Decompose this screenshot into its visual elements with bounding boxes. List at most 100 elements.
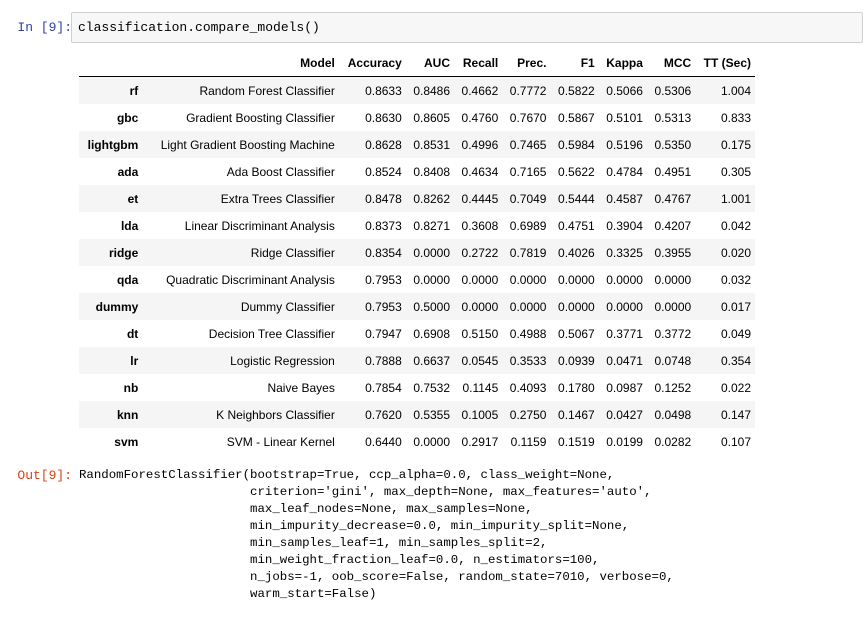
metric-cell: 0.7049 [509, 191, 547, 206]
results-table: Model Accuracy AUC Recall Prec. F1 Kappa MCC TT … [79, 49, 755, 455]
metric-cell: 0.0000 [413, 434, 451, 449]
metric-cell: 0.1780 [558, 380, 595, 395]
model-name-cell: Gradient Boosting Classifier [186, 110, 335, 125]
metric-cell: 0.8486 [413, 83, 451, 98]
metric-cell: 0.7819 [509, 245, 547, 260]
results-table-body: rf Random Forest Classifier 0.8633 0.8486 0.… [79, 76, 755, 455]
column-header: AUC [405, 49, 455, 77]
metric-cell: 0.0000 [413, 245, 451, 260]
metric-cell: 0.3771 [606, 326, 643, 341]
table-row: svm SVM - Linear Kernel 0.6440 0.0000 0.2917… [79, 428, 755, 455]
metric-cell: 0.0000 [606, 299, 643, 314]
metric-cell: 0.3608 [461, 218, 499, 233]
row-index: gbc [116, 110, 139, 125]
metric-cell: 0.1159 [510, 434, 547, 449]
metric-cell: 0.4760 [461, 110, 499, 125]
row-index: lr [130, 353, 139, 368]
metric-cell: 0.0000 [654, 299, 692, 314]
metric-cell: 1.001 [720, 191, 751, 206]
metric-cell: 0.7165 [509, 164, 547, 179]
row-index: svm [114, 434, 139, 449]
metric-cell: 0.5622 [558, 164, 595, 179]
table-row: dummy Dummy Classifier 0.7953 0.5000 0.0000 0… [79, 293, 755, 320]
metric-cell: 0.8262 [413, 191, 451, 206]
metric-cell: 0.6989 [509, 218, 547, 233]
table-row: dt Decision Tree Classifier 0.7947 0.6908 0.… [79, 320, 755, 347]
metric-cell: 0.5000 [413, 299, 451, 314]
row-index: lda [120, 218, 139, 233]
table-row: nb Naive Bayes 0.7854 0.7532 0.1145 0.4093 0.1… [79, 374, 755, 401]
metric-cell: 0.5355 [413, 407, 451, 422]
column-header: Kappa [598, 49, 647, 77]
row-index: rf [129, 83, 139, 98]
metric-cell: 0.017 [720, 299, 751, 314]
metric-cell: 0.0000 [558, 299, 595, 314]
column-header: Accuracy [338, 49, 406, 77]
metric-cell: 0.0000 [509, 299, 547, 314]
metric-cell: 0.107 [720, 434, 751, 449]
metric-cell: 0.3904 [606, 218, 643, 233]
row-index: et [127, 191, 139, 206]
table-row: knn K Neighbors Classifier 0.7620 0.5355 0.1… [79, 401, 755, 428]
metric-cell: 0.1145 [462, 380, 499, 395]
column-header: Model [142, 49, 339, 77]
row-index: dummy [95, 299, 139, 314]
row-index: lightgbm [87, 137, 139, 152]
code-input[interactable]: classification.compare_models() [71, 12, 863, 43]
metric-cell: 0.5066 [606, 83, 643, 98]
metric-cell: 0.6637 [413, 353, 451, 368]
metric-cell: 0.1252 [654, 380, 692, 395]
metric-cell: 0.8408 [413, 164, 451, 179]
row-index: qda [116, 272, 139, 287]
metric-cell: 0.8524 [365, 164, 402, 179]
metric-cell: 0.5350 [654, 137, 692, 152]
metric-cell: 0.0987 [606, 380, 643, 395]
metric-cell: 0.7953 [365, 299, 402, 314]
metric-cell: 0.3955 [654, 245, 692, 260]
metric-cell: 0.0748 [654, 353, 692, 368]
metric-cell: 0.8531 [413, 137, 451, 152]
metric-cell: 0.7947 [365, 326, 402, 341]
metric-cell: 0.7953 [365, 272, 402, 287]
table-row: et Extra Trees Classifier 0.8478 0.8262 0.44… [79, 185, 755, 212]
model-name-cell: Ridge Classifier [250, 245, 335, 260]
metric-cell: 0.8605 [413, 110, 451, 125]
metric-cell: 0.1519 [558, 434, 595, 449]
table-row: lightgbm Light Gradient Boosting Machine 0… [79, 131, 755, 158]
metric-cell: 0.7670 [509, 110, 547, 125]
row-index: nb [123, 380, 139, 395]
metric-cell: 0.0199 [606, 434, 643, 449]
model-name-cell: K Neighbors Classifier [216, 407, 335, 422]
metric-cell: 0.020 [720, 245, 751, 260]
metric-cell: 0.4988 [509, 326, 547, 341]
output-prompt: Out[9]: [17, 468, 72, 483]
metric-cell: 0.5150 [461, 326, 499, 341]
metric-cell: 0.5984 [558, 137, 595, 152]
metric-cell: 0.7888 [365, 353, 402, 368]
metric-cell: 0.8354 [365, 245, 402, 260]
metric-cell: 0.5822 [558, 83, 595, 98]
metric-cell: 0.8373 [365, 218, 402, 233]
metric-cell: 0.3772 [654, 326, 692, 341]
metric-cell: 0.4784 [606, 164, 643, 179]
metric-cell: 0.4751 [558, 218, 595, 233]
metric-cell: 0.7854 [365, 380, 402, 395]
table-row: ada Ada Boost Classifier 0.8524 0.8408 0.463… [79, 158, 755, 185]
table-row: qda Quadratic Discriminant Analysis 0.7953… [79, 266, 755, 293]
metric-cell: 0.7772 [509, 83, 547, 98]
metric-cell: 0.305 [720, 164, 751, 179]
metric-cell: 0.032 [720, 272, 751, 287]
output-text: RandomForestClassifier(bootstrap=True, c… [79, 468, 674, 601]
metric-cell: 0.0000 [606, 272, 643, 287]
model-name-cell: Random Forest Classifier [199, 83, 335, 98]
metric-cell: 0.0545 [461, 353, 499, 368]
metric-cell: 0.4207 [654, 218, 692, 233]
row-index: ada [117, 164, 139, 179]
metric-cell: 0.8630 [365, 110, 402, 125]
metric-cell: 0.0000 [654, 272, 692, 287]
metric-cell: 0.0471 [606, 353, 643, 368]
metric-cell: 0.0000 [461, 272, 499, 287]
metric-cell: 0.0000 [558, 272, 595, 287]
metric-cell: 0.0000 [413, 272, 451, 287]
metric-cell: 0.4587 [606, 191, 643, 206]
